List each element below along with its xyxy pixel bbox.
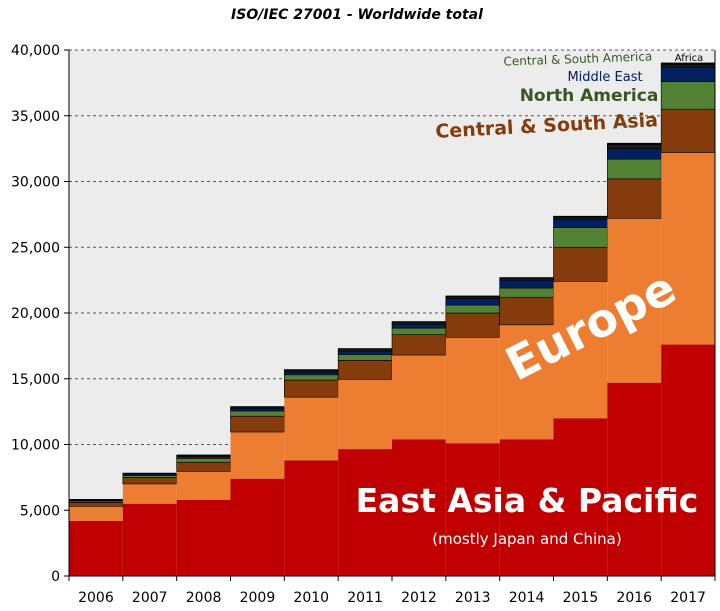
bar-2013-series-1 — [445, 337, 500, 444]
bar-2016-series-3 — [607, 158, 662, 180]
bar-2017-series-2 — [660, 108, 716, 153]
y-tick-label: 40,000 — [11, 43, 60, 59]
y-tick-label: 10,000 — [11, 438, 60, 454]
annotation-central-south-america: Central & South America — [503, 49, 652, 68]
bar-2016-series-0 — [607, 382, 662, 576]
bar-2013-series-2 — [445, 312, 500, 338]
bar-2012-series-3 — [391, 327, 447, 335]
x-tick-label: 2013 — [455, 590, 491, 606]
y-tick-label: 35,000 — [11, 109, 60, 125]
bar-2011-series-2 — [337, 360, 393, 380]
x-tick-label: 2009 — [240, 590, 276, 606]
bar-2017-series-5 — [660, 64, 716, 68]
bar-2010-series-3 — [284, 374, 339, 381]
bar-2010-series-0 — [284, 460, 339, 576]
bar-2010-series-4 — [284, 371, 339, 376]
bar-2016-series-5 — [607, 144, 662, 149]
bar-2006-series-0 — [69, 520, 123, 576]
bar-2007-series-0 — [122, 503, 177, 576]
bar-2017-series-0 — [661, 344, 715, 576]
bar-2014-series-3 — [499, 287, 554, 298]
bar-2011-series-3 — [337, 354, 393, 361]
bar-2011-series-0 — [338, 449, 392, 576]
bar-2017-series-4 — [660, 66, 716, 82]
y-tick-label: 5,000 — [20, 503, 60, 519]
bar-2013-series-0 — [445, 443, 500, 576]
y-tick-label: 15,000 — [11, 372, 60, 388]
annotation-east-asia-note: (mostly Japan and China) — [432, 530, 621, 548]
bar-2012-series-2 — [391, 334, 447, 356]
x-tick-label: 2006 — [78, 590, 114, 606]
bar-2009-series-3 — [230, 410, 285, 417]
chart-title: ISO/IEC 27001 - Worldwide total — [231, 7, 483, 23]
bar-2016-series-4 — [607, 148, 662, 160]
annotation-middle-east: Middle East — [567, 70, 642, 85]
bar-2011-series-1 — [338, 379, 392, 450]
bar-2015-series-4 — [553, 219, 608, 228]
bar-2014-series-4 — [499, 279, 554, 289]
bar-2012-series-0 — [392, 439, 446, 576]
x-tick-label: 2007 — [132, 590, 168, 606]
bar-2015-series-0 — [553, 418, 608, 576]
y-tick-label: 20,000 — [11, 306, 60, 322]
x-tick-label: 2011 — [347, 590, 383, 606]
bar-2012-series-1 — [392, 355, 446, 440]
bar-2009-series-1 — [230, 432, 285, 479]
x-tick-label: 2016 — [616, 590, 652, 606]
bar-2007-series-1 — [122, 483, 177, 504]
bars — [68, 62, 716, 576]
x-tick-label: 2014 — [509, 590, 545, 606]
bar-2014-series-0 — [499, 439, 554, 576]
bar-2015-series-1 — [553, 281, 608, 419]
bar-2006-series-1 — [69, 506, 123, 521]
bar-2017-series-3 — [660, 81, 716, 110]
annotation-africa: Africa — [675, 53, 704, 64]
bar-2009-series-4 — [230, 408, 285, 412]
y-tick-label: 30,000 — [11, 175, 60, 191]
bar-2015-series-5 — [553, 216, 608, 220]
bar-2015-series-2 — [553, 246, 608, 282]
x-tick-label: 2012 — [401, 590, 437, 606]
bar-2017-series-1 — [661, 152, 715, 345]
bar-2011-series-4 — [337, 350, 393, 355]
bar-2013-series-4 — [445, 298, 500, 306]
y-tick-label: 25,000 — [11, 240, 60, 256]
annotation-east-asia: East Asia & Pacific — [356, 481, 699, 520]
bar-2009-series-2 — [230, 415, 285, 433]
bar-2010-series-2 — [284, 379, 339, 398]
bar-2007-series-2 — [122, 477, 177, 485]
bar-2016-series-2 — [607, 178, 662, 219]
x-tick-label: 2015 — [563, 590, 599, 606]
y-tick-label: 0 — [51, 569, 60, 585]
bar-2012-series-4 — [391, 323, 447, 329]
bar-2016-series-1 — [607, 218, 662, 383]
annotation-north-america: North America — [520, 86, 659, 106]
bar-2010-series-1 — [284, 397, 339, 461]
bar-2008-series-1 — [176, 471, 231, 500]
x-tick-label: 2010 — [293, 590, 329, 606]
bar-2013-series-3 — [445, 304, 500, 314]
bar-2008-series-0 — [176, 499, 231, 576]
bar-2009-series-0 — [230, 478, 285, 576]
bar-2008-series-2 — [176, 461, 231, 472]
y-axis-ticks: 0 5,000 10,000 15,000 20,000 25,000 30,000 35,0… — [11, 43, 69, 585]
bar-2015-series-3 — [553, 227, 608, 248]
x-tick-label: 2008 — [186, 590, 222, 606]
x-tick-label: 2017 — [670, 590, 706, 606]
bar-2008-series-3 — [176, 458, 231, 463]
bar-2006-series-2 — [68, 502, 124, 507]
x-axis-ticks: 2006 2007 2008 2009 2010 2011 2012 2013 2014 2015… — [68, 576, 716, 606]
bar-2014-series-1 — [499, 324, 554, 440]
